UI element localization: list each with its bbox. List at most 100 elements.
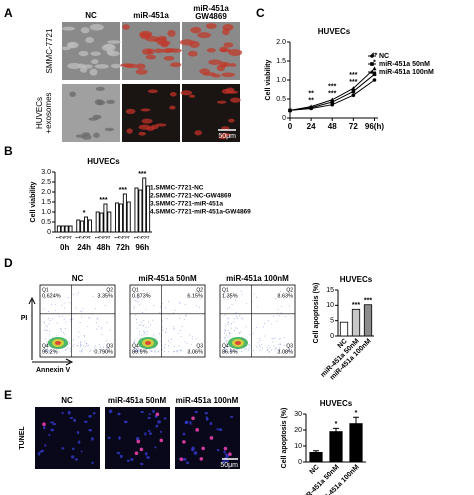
cell (107, 436, 111, 440)
event-dot (69, 302, 71, 304)
cell (88, 414, 92, 418)
y-tick-label: 2.0 (276, 39, 286, 46)
event-dot (96, 328, 98, 330)
event-dot (252, 332, 254, 334)
event-dot (231, 304, 233, 306)
event-dot (106, 348, 108, 350)
x-tick-label: 48h (97, 243, 111, 252)
event-dot (72, 345, 74, 347)
event-dot (259, 337, 261, 339)
event-dot (134, 347, 136, 349)
bar (68, 225, 73, 233)
cell (170, 62, 182, 68)
apoptotic-cell (139, 447, 144, 452)
event-dot (283, 345, 285, 347)
event-dot (151, 350, 153, 352)
event-dot (158, 350, 160, 352)
cell (108, 409, 113, 414)
event-dot (155, 349, 157, 351)
event-dot (49, 320, 51, 322)
event-dot (105, 347, 107, 349)
event-dot (45, 324, 47, 326)
event-dot (259, 339, 261, 341)
marker (288, 108, 292, 112)
event-dot (186, 342, 188, 344)
event-dot (264, 322, 266, 324)
event-dot (289, 348, 291, 350)
event-dot (142, 325, 144, 327)
event-dot (134, 339, 136, 341)
event-dot (238, 333, 240, 335)
cell (191, 448, 195, 452)
event-dot (153, 334, 155, 336)
event-dot (248, 347, 250, 349)
event-dot (101, 328, 103, 330)
cell (160, 430, 163, 434)
y-tick-label: 2.0 (41, 189, 51, 196)
event-dot (168, 345, 170, 347)
cell (69, 91, 77, 97)
cell (107, 50, 120, 57)
event-dot (178, 318, 180, 320)
event-dot (174, 309, 176, 311)
cell (194, 130, 202, 136)
row-label: HUVECs (35, 97, 44, 129)
event-dot (256, 346, 258, 348)
event-dot (133, 305, 135, 307)
event-dot (229, 324, 231, 326)
bar (329, 431, 343, 463)
event-dot (227, 298, 229, 300)
event-dot (143, 320, 145, 322)
cell (94, 64, 109, 69)
cell (169, 48, 182, 53)
event-dot (225, 325, 227, 327)
cell (81, 64, 93, 69)
event-dot (44, 338, 46, 340)
event-dot (134, 300, 136, 302)
cell (163, 55, 175, 61)
event-dot (103, 351, 105, 353)
cell (190, 26, 202, 34)
cell (193, 451, 198, 455)
cell (185, 461, 190, 464)
marker (372, 72, 377, 77)
cell (182, 432, 186, 436)
cell (147, 89, 158, 94)
legend-label: 3.SMMC-7721-miR-451a (150, 201, 223, 208)
bar (60, 225, 65, 233)
y-tick-label: 5 (330, 318, 334, 325)
legend-label: 1.SMMC-7721-NC (150, 185, 204, 192)
cell (218, 428, 223, 432)
event-dot (60, 330, 62, 332)
event-dot (88, 317, 90, 319)
event-dot (148, 321, 150, 323)
event-dot (228, 321, 230, 323)
event-dot (84, 341, 86, 343)
event-dot (172, 312, 174, 314)
event-dot (102, 346, 104, 348)
event-dot (100, 349, 102, 351)
bar-number: 2 (60, 236, 66, 239)
cell (135, 69, 148, 75)
event-dot (153, 304, 155, 306)
event-dot (196, 338, 198, 340)
significance: * (373, 59, 376, 66)
event-dot (160, 340, 162, 342)
event-dot (84, 346, 86, 348)
cell (138, 131, 146, 136)
event-dot (266, 347, 268, 349)
event-dot (179, 302, 181, 304)
bar-number: 4 (107, 236, 113, 239)
event-dot (230, 351, 232, 353)
y-tick-label: 0 (282, 115, 286, 122)
event-dot (64, 321, 66, 323)
column-header: miR-451a 50nM (138, 274, 197, 283)
event-dot (160, 306, 162, 308)
cell (72, 447, 75, 451)
chart-title: HUVECs (320, 399, 353, 408)
cell (221, 72, 236, 78)
event-dot (248, 349, 250, 351)
scale-bar-label: 50μm (220, 462, 238, 469)
event-dot (268, 351, 270, 353)
x-tick-label: 72 (349, 122, 358, 131)
